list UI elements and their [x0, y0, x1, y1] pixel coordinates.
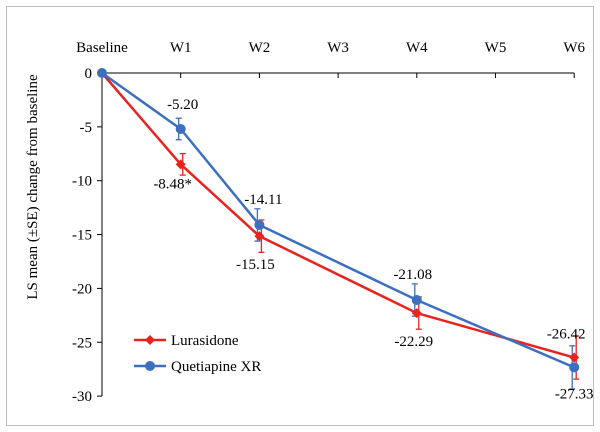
legend-marker-circle	[145, 361, 155, 371]
axes: 0 -5 -10 -15 -20 -25 -30 Baseline W1 W2 W3 W4 W5 W6	[72, 40, 586, 405]
data-label: -21.08	[393, 267, 432, 283]
y-tick-label: -5	[80, 120, 93, 136]
data-point-circle	[569, 362, 580, 373]
data-point-diamond	[175, 159, 186, 170]
series-line-0	[101, 72, 575, 359]
x-tick-label: W3	[327, 40, 349, 56]
y-tick-label: -25	[72, 335, 92, 351]
x-tick-label: W5	[485, 40, 507, 56]
x-tick-label: W2	[249, 40, 271, 56]
data-labels: -8.48* -15.15 -22.29 -26.42 -5.20 -14.11 -21.0…	[153, 97, 593, 402]
legend-label: Quetiapine XR	[171, 359, 261, 375]
series-lines	[101, 71, 575, 369]
y-tick-label: -15	[72, 228, 92, 244]
data-label: -27.33	[555, 386, 594, 402]
x-tick-label: W4	[406, 40, 428, 56]
data-point-circle	[97, 68, 107, 78]
data-label: -5.20	[167, 97, 198, 113]
y-tick-label: 0	[85, 66, 93, 82]
series-line-1	[101, 71, 575, 369]
y-tick-label: -10	[72, 174, 92, 190]
y-tick-label: -20	[72, 281, 92, 297]
data-label: -14.11	[244, 192, 282, 208]
x-tick-label: Baseline	[76, 40, 128, 56]
legend: Lurasidone Quetiapine XR	[134, 333, 261, 375]
series-markers	[97, 68, 580, 373]
data-label: -22.29	[394, 334, 433, 350]
x-tick-label: W1	[170, 40, 192, 56]
y-axis-label: LS mean (±SE) change from baseline	[25, 74, 41, 300]
data-point-circle	[175, 124, 186, 135]
data-label: -15.15	[236, 257, 275, 273]
data-label: -8.48*	[153, 176, 192, 192]
data-point-diamond	[411, 308, 422, 319]
data-point-diamond	[569, 352, 580, 363]
legend-label: Lurasidone	[171, 333, 239, 349]
data-point-circle	[411, 295, 422, 306]
y-tick-label: -30	[72, 389, 92, 405]
data-point-circle	[254, 219, 265, 230]
data-label: -26.42	[547, 327, 586, 343]
legend-marker-diamond	[145, 335, 155, 345]
data-point-diamond	[254, 231, 265, 242]
x-tick-label: W6	[563, 40, 585, 56]
